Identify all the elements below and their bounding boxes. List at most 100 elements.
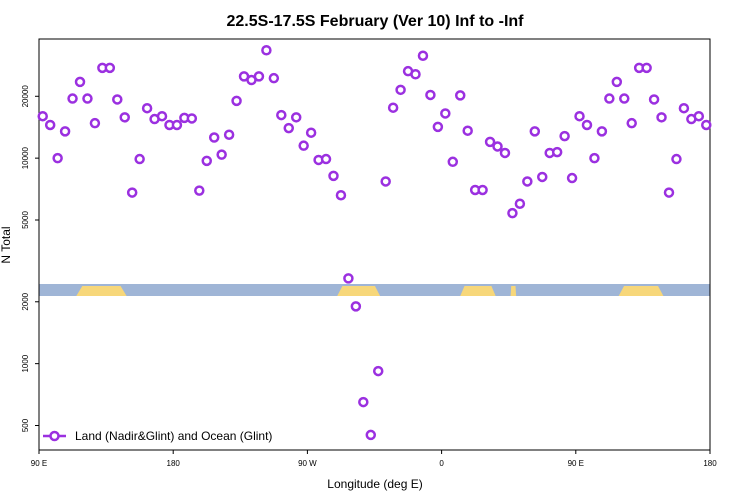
x-tick-label: 180 <box>167 459 181 468</box>
x-tick-label: 90 W <box>298 459 317 468</box>
data-point <box>276 109 287 121</box>
legend-marker-swatch <box>49 430 60 442</box>
data-point <box>581 119 593 131</box>
data-point <box>156 110 168 122</box>
data-point <box>89 117 101 129</box>
data-point <box>656 112 667 123</box>
data-point <box>231 95 242 107</box>
x-tick-label: 90 E <box>568 459 584 468</box>
data-point <box>44 119 56 131</box>
data-point <box>335 189 347 201</box>
data-point <box>37 110 48 122</box>
data-point <box>298 140 309 151</box>
data-point <box>358 396 369 408</box>
data-point <box>619 93 630 104</box>
data-point <box>507 207 518 219</box>
data-point <box>223 129 235 140</box>
data-point <box>320 153 332 165</box>
data-point <box>52 152 63 164</box>
data-point <box>74 76 86 88</box>
data-point <box>663 187 675 198</box>
data-point <box>574 110 585 122</box>
data-point <box>514 198 526 209</box>
data-point <box>59 126 71 137</box>
x-tick-label: 180 <box>703 459 717 468</box>
data-point <box>261 44 272 56</box>
data-point <box>67 93 78 104</box>
x-tick-label: 0 <box>439 459 444 468</box>
y-tick-label: 2000 <box>21 292 30 310</box>
y-tick-label: 5000 <box>21 211 30 229</box>
data-point <box>350 301 362 312</box>
data-point <box>693 110 705 122</box>
data-point <box>529 126 541 137</box>
data-point <box>492 141 503 152</box>
data-point <box>208 132 220 143</box>
land-band <box>460 286 496 296</box>
data-point <box>425 89 436 101</box>
data-point <box>372 365 384 377</box>
data-point <box>566 172 578 184</box>
data-point <box>134 153 145 165</box>
data-point <box>171 119 183 131</box>
data-point <box>119 112 130 123</box>
axes: 90 E 180 90 W 0 90 E 180 500 1000 2000 5000 10000 2… <box>21 85 717 468</box>
data-point <box>410 69 421 80</box>
data-point <box>596 126 608 137</box>
data-point <box>112 94 123 105</box>
y-axis-label: N Total <box>0 226 13 263</box>
data-point <box>641 62 652 74</box>
y-tick-label: 1000 <box>21 354 30 372</box>
data-point <box>462 125 473 136</box>
data-point <box>290 112 302 123</box>
data-point <box>522 176 533 187</box>
data-point <box>365 429 377 441</box>
legend: Land (Nadir&Glint) and Ocean (Glint) <box>43 429 272 443</box>
land-band <box>510 286 517 296</box>
x-axis-label: Longitude (deg E) <box>327 477 422 491</box>
land-band <box>337 286 381 296</box>
data-point <box>454 90 466 101</box>
data-point <box>559 130 570 142</box>
data-point <box>537 171 548 183</box>
data-point <box>440 108 451 119</box>
data-point <box>126 187 138 198</box>
data-point <box>551 146 563 158</box>
land-band <box>76 286 127 296</box>
data-point <box>611 76 623 88</box>
y-tick-label: 20000 <box>21 85 30 108</box>
data-point <box>432 121 444 133</box>
data-point <box>253 71 265 82</box>
data-point <box>648 94 660 105</box>
data-point <box>104 62 116 74</box>
x-tick-label: 90 E <box>31 459 47 468</box>
data-point <box>395 84 406 96</box>
data-point <box>82 93 93 104</box>
data-point <box>201 155 212 167</box>
data-point <box>305 127 317 138</box>
y-tick-label: 10000 <box>21 146 30 169</box>
data-point <box>283 122 295 134</box>
data-point <box>343 273 354 284</box>
data-point <box>380 176 391 187</box>
data-point <box>194 185 205 196</box>
data-point <box>678 102 690 114</box>
data-point <box>626 117 637 129</box>
data-point <box>499 147 511 159</box>
data-point <box>387 102 399 113</box>
data-point <box>604 93 615 104</box>
surface-band <box>39 284 710 296</box>
chart-title: 22.5S-17.5S February (Ver 10) Inf to -In… <box>227 13 525 30</box>
data-point <box>589 152 600 164</box>
plot-frame <box>38 38 711 451</box>
data-point <box>216 149 227 160</box>
data-points <box>37 44 712 441</box>
land-band <box>618 286 664 296</box>
data-point <box>477 184 488 196</box>
data-point <box>268 72 280 84</box>
data-point <box>417 50 429 61</box>
data-point <box>484 136 496 148</box>
data-point <box>141 102 153 114</box>
data-point <box>671 153 682 165</box>
